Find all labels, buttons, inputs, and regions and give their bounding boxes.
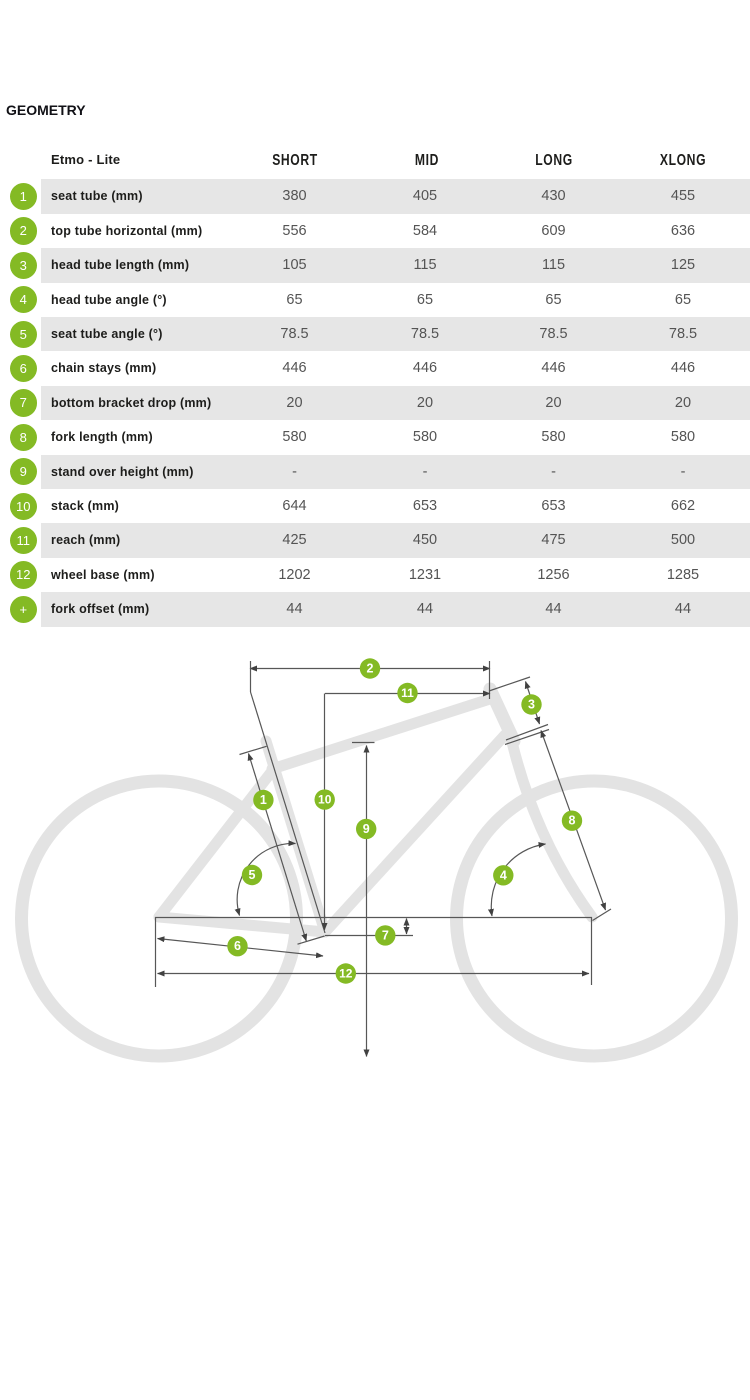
svg-text:8: 8 bbox=[569, 814, 576, 828]
svg-text:3: 3 bbox=[528, 698, 535, 712]
svg-text:9: 9 bbox=[363, 822, 370, 836]
svg-text:10: 10 bbox=[318, 793, 332, 807]
svg-text:4: 4 bbox=[500, 868, 507, 882]
svg-text:7: 7 bbox=[382, 928, 389, 942]
svg-text:2: 2 bbox=[367, 662, 374, 676]
svg-text:11: 11 bbox=[401, 686, 414, 700]
svg-text:1: 1 bbox=[260, 793, 267, 807]
svg-text:12: 12 bbox=[339, 967, 353, 981]
svg-text:6: 6 bbox=[234, 939, 241, 953]
svg-text:5: 5 bbox=[249, 868, 256, 882]
